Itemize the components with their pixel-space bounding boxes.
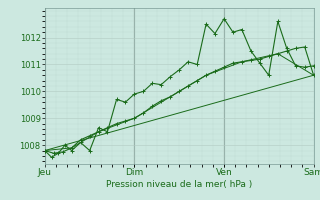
X-axis label: Pression niveau de la mer( hPa ): Pression niveau de la mer( hPa ) <box>106 180 252 189</box>
